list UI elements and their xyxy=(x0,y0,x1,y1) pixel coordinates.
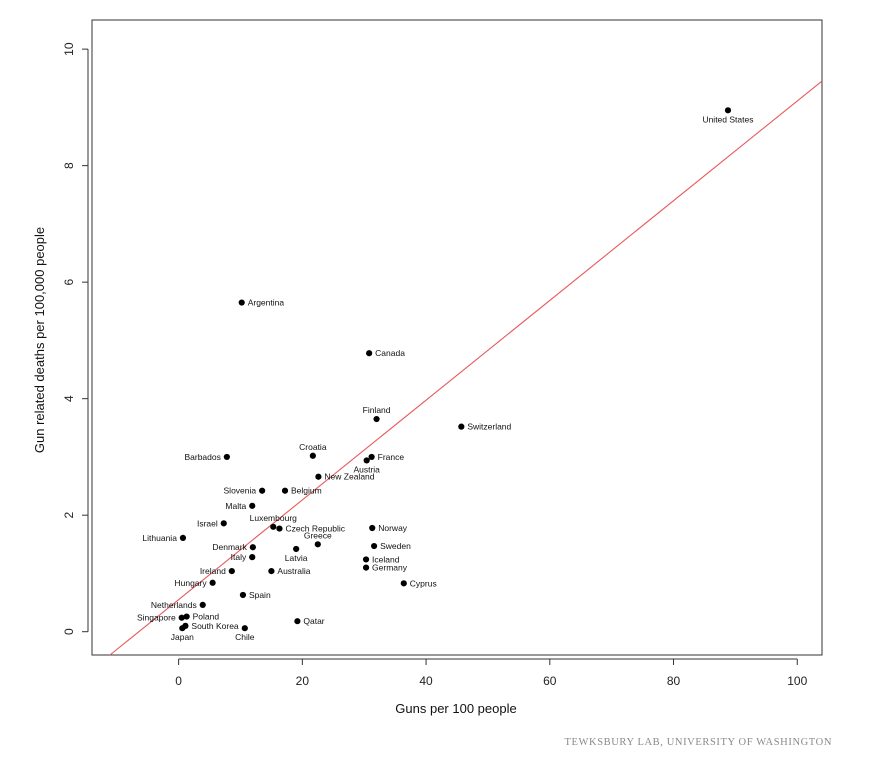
point-label: Iceland xyxy=(372,554,400,564)
data-point xyxy=(223,453,230,461)
plot-frame xyxy=(91,19,823,656)
point-label: Japan xyxy=(171,632,194,642)
data-point xyxy=(238,299,245,306)
y-tick-label: 2 xyxy=(62,512,76,519)
y-tick-label: 4 xyxy=(62,395,76,402)
data-point xyxy=(183,613,190,620)
point-label: Canada xyxy=(375,348,405,358)
point-label: Czech Republic xyxy=(285,524,345,534)
point-label: Norway xyxy=(378,523,408,533)
point-label: Italy xyxy=(231,552,247,562)
point-label: Luxembourg xyxy=(250,513,298,523)
point-label: Greece xyxy=(304,530,332,540)
data-point xyxy=(369,524,376,532)
point-label: Croatia xyxy=(299,442,327,452)
point-label: Germany xyxy=(372,563,408,573)
point-label: Qatar xyxy=(303,616,324,626)
point-label: Cyprus xyxy=(410,578,437,588)
point-label: Spain xyxy=(249,590,271,600)
data-point xyxy=(281,487,289,494)
point-label: Australia xyxy=(277,566,310,576)
data-points xyxy=(178,107,732,632)
point-label: Hungary xyxy=(174,578,207,588)
data-point xyxy=(249,554,256,561)
y-tick-label: 0 xyxy=(62,628,76,635)
data-point xyxy=(178,614,185,621)
data-point xyxy=(368,453,375,461)
x-tick-label: 60 xyxy=(543,674,557,688)
point-label: Latvia xyxy=(285,553,308,563)
x-tick-label: 40 xyxy=(419,674,433,688)
point-label: Lithuania xyxy=(142,533,177,543)
y-axis: 0 2 4 6 8 10 xyxy=(62,42,89,635)
data-point xyxy=(458,423,465,430)
data-point xyxy=(259,487,266,494)
data-point xyxy=(179,534,187,542)
x-tick-label: 20 xyxy=(296,674,310,688)
point-label: Malta xyxy=(225,501,246,511)
point-label: Switzerland xyxy=(467,422,511,432)
point-label: Sweden xyxy=(380,541,411,551)
point-label: France xyxy=(378,452,405,462)
data-point xyxy=(362,564,370,571)
point-label: Singapore xyxy=(137,613,176,623)
x-tick-label: 80 xyxy=(667,674,681,688)
data-point xyxy=(249,544,256,551)
point-label: Poland xyxy=(193,612,220,622)
point-label: Belgium xyxy=(291,486,322,496)
data-point xyxy=(366,350,373,357)
data-point xyxy=(362,556,370,563)
y-tick-label: 6 xyxy=(62,278,76,285)
data-point xyxy=(209,579,216,586)
point-label: Ireland xyxy=(200,566,226,576)
data-point xyxy=(373,415,380,423)
point-label: Chile xyxy=(235,632,255,642)
data-point xyxy=(314,541,321,548)
y-axis-title: Gun related deaths per 100,000 people xyxy=(32,227,47,453)
y-tick-label: 10 xyxy=(62,42,76,56)
data-point xyxy=(241,625,248,632)
point-label: Finland xyxy=(363,405,391,415)
data-point xyxy=(309,452,316,459)
point-label: Argentina xyxy=(248,298,285,308)
data-point xyxy=(220,520,227,527)
trend-line xyxy=(109,80,823,656)
data-point xyxy=(400,580,407,587)
data-point xyxy=(228,568,235,575)
data-point xyxy=(371,542,378,550)
credit-text: TEWKSBURY LAB, UNIVERSITY OF WASHINGTON xyxy=(564,737,832,748)
data-point xyxy=(249,502,256,509)
x-tick-label: 0 xyxy=(175,674,182,688)
y-tick-label: 8 xyxy=(62,162,76,169)
x-tick-label: 100 xyxy=(787,674,807,688)
point-label: South Korea xyxy=(191,621,239,631)
data-point xyxy=(239,591,247,599)
point-label: New Zealand xyxy=(324,472,374,482)
data-point xyxy=(315,473,322,480)
point-label: United States xyxy=(702,114,753,124)
data-point xyxy=(363,457,370,464)
x-axis: 0 20 40 60 80 100 xyxy=(175,658,808,688)
data-point xyxy=(199,601,206,608)
point-labels: United States Argentina Canada Switzerland F… xyxy=(137,114,754,642)
data-point xyxy=(293,545,300,553)
data-point xyxy=(294,618,301,625)
point-label: Denmark xyxy=(212,542,247,552)
x-axis-title: Guns per 100 people xyxy=(395,701,516,716)
data-point xyxy=(179,625,186,632)
data-point xyxy=(268,568,275,575)
point-label: Austria xyxy=(353,464,380,474)
point-label: Slovenia xyxy=(224,486,257,496)
point-label: Netherlands xyxy=(151,600,197,610)
point-label: Barbados xyxy=(184,452,220,462)
data-point xyxy=(724,107,732,114)
data-point xyxy=(270,523,277,530)
data-point xyxy=(276,525,283,532)
point-label: Israel xyxy=(197,518,218,528)
